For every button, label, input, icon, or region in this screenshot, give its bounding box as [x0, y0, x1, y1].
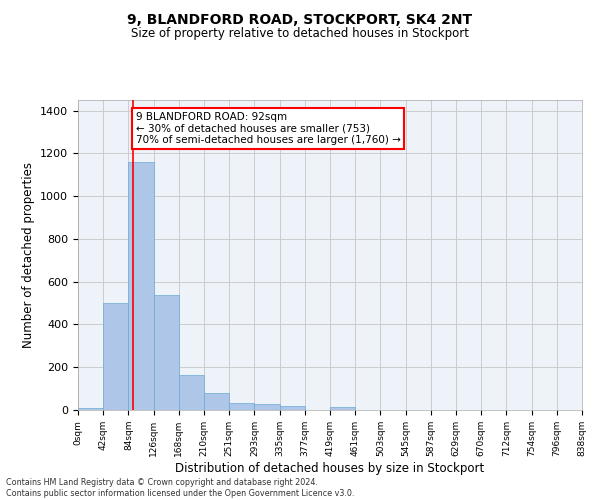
Bar [229, 402, 254, 410]
X-axis label: Distribution of detached houses by size in Stockport: Distribution of detached houses by size … [175, 462, 485, 474]
Text: Size of property relative to detached houses in Stockport: Size of property relative to detached ho… [131, 28, 469, 40]
Text: Contains HM Land Registry data © Crown copyright and database right 2024.
Contai: Contains HM Land Registry data © Crown c… [6, 478, 355, 498]
Bar [179, 375, 204, 410]
Text: 9 BLANDFORD ROAD: 92sqm
← 30% of detached houses are smaller (753)
70% of semi-d: 9 BLANDFORD ROAD: 92sqm ← 30% of detache… [136, 112, 401, 145]
Text: 9, BLANDFORD ROAD, STOCKPORT, SK4 2NT: 9, BLANDFORD ROAD, STOCKPORT, SK4 2NT [127, 12, 473, 26]
Bar [154, 294, 179, 410]
Bar [330, 407, 355, 410]
Y-axis label: Number of detached properties: Number of detached properties [22, 162, 35, 348]
Bar [204, 393, 229, 410]
Bar [254, 404, 280, 410]
Bar [103, 303, 128, 410]
Bar [128, 162, 154, 410]
Bar [78, 408, 103, 410]
Bar [280, 406, 305, 410]
